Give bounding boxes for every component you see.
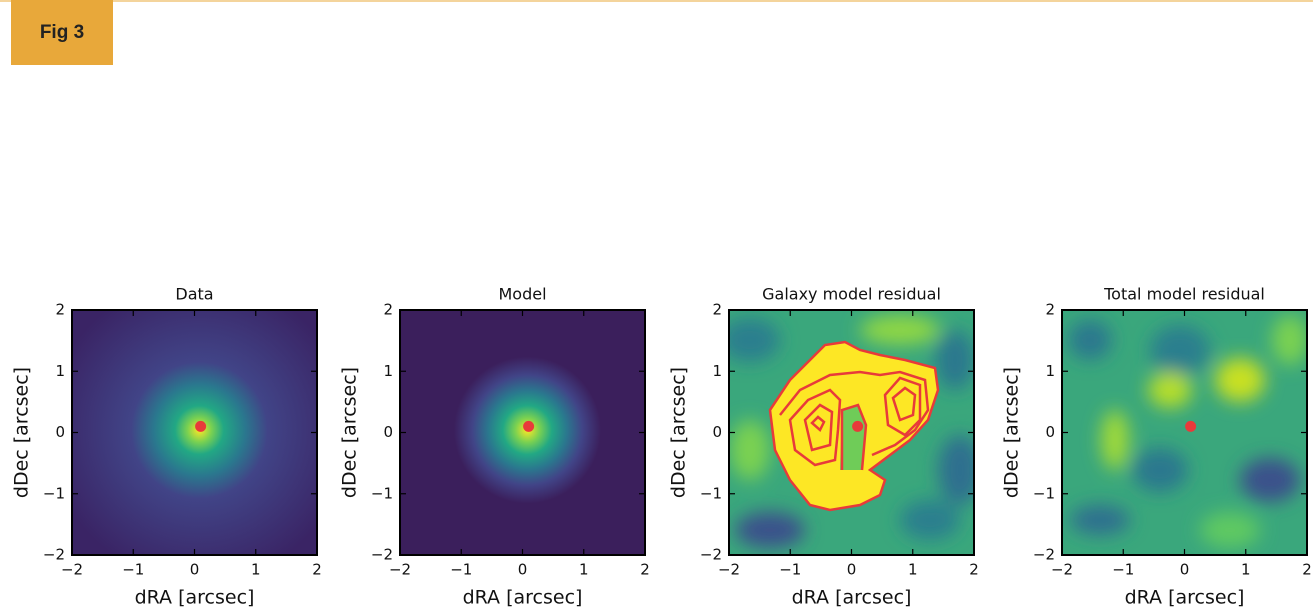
x-tick-label: 1: [1241, 561, 1251, 579]
x-tick-label: −1: [450, 561, 472, 579]
panel-title: Galaxy model residual: [762, 285, 941, 304]
x-tick-label: −2: [389, 561, 411, 579]
x-tick-label: 2: [640, 561, 650, 579]
y-tick-label: 2: [383, 301, 393, 319]
x-axis-label: dRA [arcsec]: [463, 587, 583, 609]
y-tick-label: 2: [55, 301, 65, 319]
y-tick-label: 1: [1045, 362, 1055, 380]
panel-title: Model: [498, 285, 546, 304]
y-axis-label: dDec [arcsec]: [1001, 367, 1023, 498]
x-tick-label: −2: [1051, 561, 1073, 579]
x-tick-label: −2: [718, 561, 740, 579]
y-tick-label: 0: [712, 423, 722, 441]
x-axis-label: dRA [arcsec]: [135, 587, 255, 609]
x-tick-label: −2: [61, 561, 83, 579]
y-tick-label: 1: [712, 362, 722, 380]
panel-title: Data: [175, 285, 213, 304]
x-axis-label: dRA [arcsec]: [792, 587, 912, 609]
y-tick-label: −2: [1033, 546, 1055, 564]
x-tick-label: −1: [1112, 561, 1134, 579]
y-tick-label: 1: [55, 362, 65, 380]
y-tick-label: −1: [43, 484, 65, 502]
axes-frame: [399, 309, 646, 556]
y-tick-label: −2: [43, 546, 65, 564]
axes-frame: [728, 309, 975, 556]
x-tick-label: −1: [122, 561, 144, 579]
image-background: [729, 310, 974, 555]
x-tick-label: −1: [779, 561, 801, 579]
x-tick-label: 2: [1302, 561, 1312, 579]
x-tick-label: 0: [1180, 561, 1190, 579]
figure-label: Fig 3: [40, 22, 84, 43]
y-tick-label: −2: [700, 546, 722, 564]
x-tick-label: 2: [969, 561, 979, 579]
y-tick-label: 2: [712, 301, 722, 319]
x-tick-label: 2: [312, 561, 322, 579]
panel-title: Total model residual: [1103, 285, 1265, 304]
x-tick-label: 1: [579, 561, 589, 579]
centroid-point: [852, 420, 864, 432]
y-tick-label: 0: [1045, 423, 1055, 441]
centroid-point: [1185, 420, 1197, 432]
axes-frame: [71, 309, 318, 556]
image-background: [1062, 310, 1307, 555]
y-axis-label: dDec [arcsec]: [668, 367, 690, 498]
y-tick-label: −1: [371, 484, 393, 502]
x-tick-label: 0: [847, 561, 857, 579]
axes-layer: Data dRA [arcsec] dDec [arcsec] −2 −1 0 1 2 −2 −1…: [11, 285, 1312, 609]
x-tick-label: 0: [190, 561, 200, 579]
centroid-point: [195, 420, 207, 432]
y-tick-label: 0: [55, 423, 65, 441]
image-background: [72, 310, 317, 555]
y-tick-label: −2: [371, 546, 393, 564]
y-tick-label: 1: [383, 362, 393, 380]
figure-badge: [11, 0, 113, 65]
y-tick-label: 0: [383, 423, 393, 441]
x-tick-label: 1: [908, 561, 918, 579]
x-tick-label: 1: [251, 561, 261, 579]
y-tick-label: −1: [1033, 484, 1055, 502]
y-tick-label: 2: [1045, 301, 1055, 319]
axes-frame: [1061, 309, 1308, 556]
centroid-point: [523, 420, 535, 432]
y-axis-label: dDec [arcsec]: [11, 367, 33, 498]
y-tick-label: −1: [700, 484, 722, 502]
y-axis-label: dDec [arcsec]: [339, 367, 361, 498]
image-background: [400, 310, 645, 555]
x-tick-label: 0: [518, 561, 528, 579]
x-axis-label: dRA [arcsec]: [1125, 587, 1245, 609]
